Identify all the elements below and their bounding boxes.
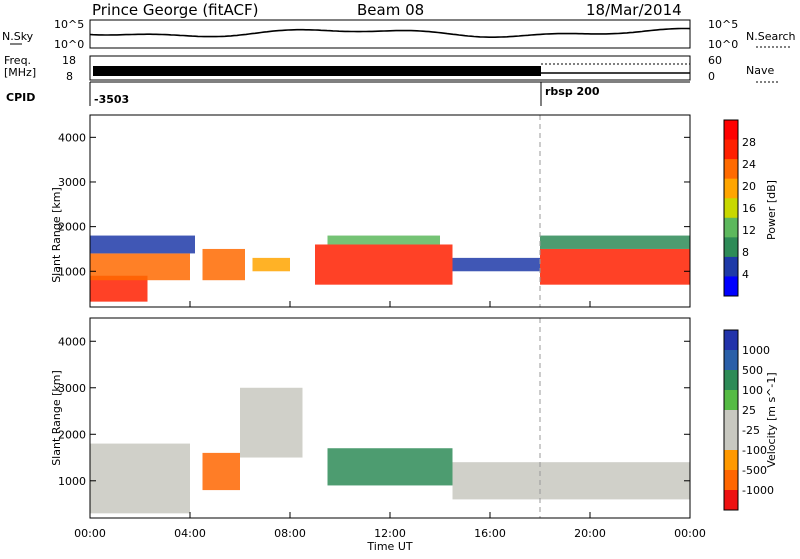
- power-ylabel: Slant Range [km]: [50, 187, 63, 283]
- colorbar-tick-label: -100: [742, 444, 767, 457]
- freq-label-2: [MHz]: [4, 66, 36, 79]
- nsky-tick-top: 10^5: [54, 18, 84, 31]
- x-tick-label: 00:00: [674, 527, 706, 540]
- x-tick-label: 08:00: [274, 527, 306, 540]
- scatter-region: [327, 448, 453, 486]
- x-tick-label: 16:00: [474, 527, 506, 540]
- scatter-region: [327, 235, 440, 245]
- scatter-region: [452, 462, 690, 500]
- nave-tick-top: 60: [708, 54, 722, 67]
- colorbar-tick-label: 500: [742, 364, 763, 377]
- beam-title: Beam 08: [357, 1, 424, 19]
- velocity-panel: 1000 2000 3000 4000: [58, 318, 690, 518]
- velocity-colorbar-label: Velocity [m s^-1]: [765, 372, 778, 467]
- colorbar-tick-label: 12: [742, 224, 756, 237]
- power-colorbar: 28 24 20 16 12 8 4: [723, 119, 756, 297]
- power-panel: 1000 2000 3000 4000: [58, 115, 690, 307]
- colorbar-swatch: [724, 237, 738, 258]
- scatter-region: [452, 257, 540, 272]
- nave-tick-bottom: 0: [708, 70, 715, 83]
- nsky-right-tick-top: 10^5: [708, 18, 738, 31]
- colorbar-tick-label: 100: [742, 384, 763, 397]
- station-title: Prince George (fitACF): [92, 1, 258, 19]
- colorbar-swatch: [724, 450, 738, 471]
- scatter-region: [202, 248, 245, 281]
- y-tick-label: 2000: [58, 428, 86, 441]
- x-axis-title: Time UT: [366, 540, 412, 553]
- y-tick-label: 3000: [58, 176, 86, 189]
- x-tick-label: 20:00: [574, 527, 606, 540]
- y-tick-label: 2000: [58, 221, 86, 234]
- colorbar-tick-label: 20: [742, 180, 756, 193]
- colorbar-swatch: [724, 139, 738, 160]
- velocity-colorbar: 1000 500 100 25 -25 -100 -500 -1000: [723, 329, 774, 511]
- colorbar-tick-label: 25: [742, 404, 756, 417]
- scatter-region: [315, 244, 453, 285]
- colorbar-tick-label: 16: [742, 202, 756, 215]
- colorbar-swatch: [724, 120, 738, 141]
- colorbar-tick-label: 28: [742, 136, 756, 149]
- nsky-label: N.Sky: [2, 30, 34, 43]
- colorbar-swatch: [724, 410, 738, 431]
- scatter-region: [202, 452, 240, 491]
- freq-label-1: Freq.: [4, 54, 31, 67]
- colorbar-tick-label: -500: [742, 464, 767, 477]
- nsky-trace: [89, 27, 691, 38]
- scatter-region: [90, 443, 190, 514]
- x-tick-label: 00:00: [74, 527, 106, 540]
- colorbar-tick-label: 8: [742, 246, 749, 259]
- colorbar-frame: [723, 119, 739, 297]
- y-tick-label: 4000: [58, 335, 86, 348]
- colorbar-frame: [723, 329, 739, 511]
- colorbar-swatch: [724, 430, 738, 451]
- x-tick-label: 12:00: [374, 527, 406, 540]
- colorbar-tick-label: 1000: [742, 344, 770, 357]
- colorbar-swatch: [724, 470, 738, 491]
- power-colorbar-label: Power [dB]: [765, 180, 778, 240]
- y-tick-label: 4000: [58, 131, 86, 144]
- nsky-panel: [89, 19, 691, 49]
- colorbar-tick-label: 24: [742, 158, 756, 171]
- cpid-value-1: -3503: [94, 93, 129, 106]
- y-tick-label: 1000: [58, 265, 86, 278]
- colorbar-tick-label: -1000: [742, 484, 774, 497]
- nsky-right-tick-bottom: 10^0: [708, 38, 738, 51]
- colorbar-swatch: [724, 390, 738, 411]
- velocity-ylabel: Slant Range [km]: [50, 370, 63, 466]
- x-tick-label: 04:00: [174, 527, 206, 540]
- scatter-region: [90, 235, 195, 254]
- y-tick-label: 3000: [58, 382, 86, 395]
- freq-tick-top: 18: [62, 54, 76, 67]
- cpid-value-2: rbsp 200: [545, 85, 600, 98]
- scatter-region: [252, 257, 290, 272]
- scatter-region: [240, 387, 303, 458]
- x-axis: 00:00 04:00 08:00 12:00 16:00 20:00 00:00: [74, 301, 706, 540]
- colorbar-swatch: [724, 350, 738, 371]
- colorbar-swatch: [724, 217, 738, 238]
- colorbar-tick-label: 4: [742, 268, 749, 281]
- colorbar-tick-label: -25: [742, 424, 760, 437]
- colorbar-swatch: [724, 256, 738, 277]
- freq-panel: [89, 55, 691, 81]
- colorbar-swatch: [724, 198, 738, 219]
- colorbar-swatch: [724, 276, 738, 297]
- colorbar-swatch: [724, 370, 738, 391]
- scatter-region: [540, 248, 690, 285]
- colorbar-swatch: [724, 178, 738, 199]
- nsearch-label: N.Search: [746, 30, 796, 43]
- freq-tick-bottom: 8: [66, 70, 73, 83]
- scatter-region: [540, 235, 690, 249]
- colorbar-swatch: [724, 490, 738, 511]
- colorbar-swatch: [724, 330, 738, 351]
- cpid-label: CPID: [6, 91, 35, 104]
- freq-bar: [93, 66, 541, 76]
- colorbar-swatch: [724, 159, 738, 180]
- nsky-tick-bottom: 10^0: [54, 38, 84, 51]
- nave-label: Nave: [746, 64, 774, 77]
- date-title: 18/Mar/2014: [586, 1, 682, 19]
- y-tick-label: 1000: [58, 475, 86, 488]
- scatter-region: [90, 253, 190, 281]
